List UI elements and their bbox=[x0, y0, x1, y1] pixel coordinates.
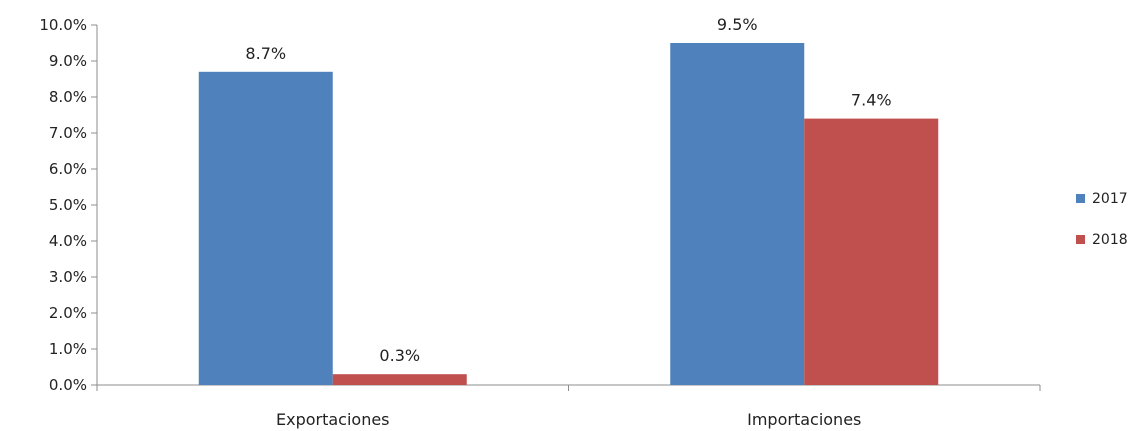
legend-swatch bbox=[1076, 194, 1085, 203]
y-tick-label: 9.0% bbox=[49, 52, 87, 70]
y-axis: 0.0% 1.0% 2.0% 3.0% 4.0% 5.0% 6.0% 7.0% 8.0% 9.0%… bbox=[39, 16, 98, 394]
legend: 2017 2018 bbox=[1076, 191, 1128, 248]
data-label: 8.7% bbox=[245, 44, 286, 63]
x-tick-label: Importaciones bbox=[747, 410, 861, 429]
legend-swatch bbox=[1076, 235, 1085, 244]
y-tick-label: 10.0% bbox=[39, 16, 87, 34]
legend-label: 2017 bbox=[1092, 191, 1128, 207]
y-tick-label: 6.0% bbox=[49, 160, 87, 178]
bars bbox=[198, 43, 939, 386]
bar bbox=[804, 118, 939, 385]
x-axis: Exportaciones Importaciones bbox=[96, 384, 1041, 429]
y-tick-label: 2.0% bbox=[49, 304, 87, 322]
y-tick-label: 5.0% bbox=[49, 196, 87, 214]
y-tick-label: 1.0% bbox=[49, 340, 87, 358]
y-tick-label: 8.0% bbox=[49, 88, 87, 106]
y-tick-label: 3.0% bbox=[49, 268, 87, 286]
legend-label: 2018 bbox=[1092, 232, 1128, 248]
y-tick-label: 4.0% bbox=[49, 232, 87, 250]
y-tick-label: 0.0% bbox=[49, 376, 87, 394]
data-label: 0.3% bbox=[379, 346, 420, 365]
data-label: 9.5% bbox=[717, 15, 758, 34]
bar bbox=[198, 71, 333, 386]
data-label: 7.4% bbox=[851, 91, 892, 110]
data-labels: 8.7% 0.3% 9.5% 7.4% bbox=[245, 15, 891, 365]
x-tick-label: Exportaciones bbox=[276, 410, 390, 429]
y-tick-label: 7.0% bbox=[49, 124, 87, 142]
bar bbox=[332, 374, 467, 385]
bar bbox=[670, 43, 805, 385]
